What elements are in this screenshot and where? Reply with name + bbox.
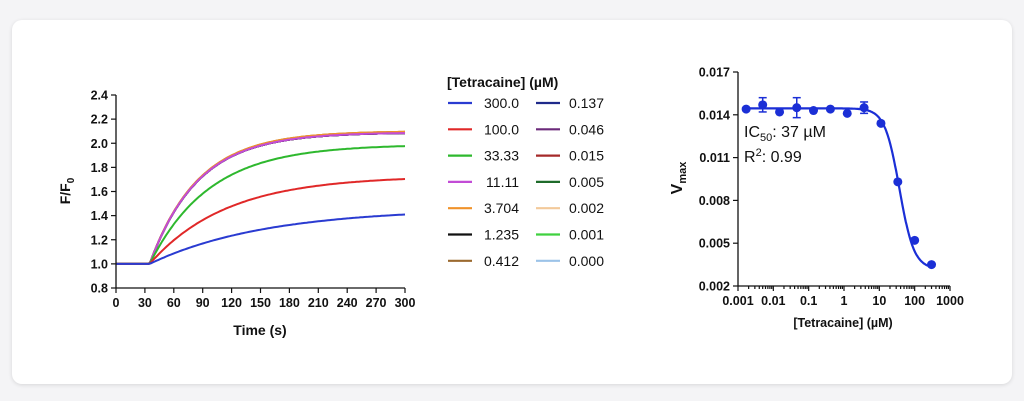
legend-label: 33.33 [484, 148, 519, 164]
series-line-33.33 [116, 145, 406, 265]
x-ticks-2: 0.001 0.01 0.1 1 10 100 1000 [722, 286, 964, 308]
y-tick-label-2: 0.017 [699, 66, 730, 80]
x-ticks: 0 30 60 90 120 150 180 210 240 270 300 [113, 288, 416, 310]
legend-label: 0.412 [484, 253, 519, 269]
legend-label: 3.704 [484, 200, 519, 216]
legend-label: 100.0 [484, 121, 519, 137]
x-tick-label: 90 [196, 296, 210, 310]
x-axis-title: Time (s) [233, 322, 286, 338]
data-points [741, 96, 937, 270]
y-tick-label: 1.8 [91, 161, 108, 175]
y-tick-label-2: 0.005 [699, 237, 730, 251]
data-point [758, 100, 768, 110]
y-tick-label-2: 0.008 [699, 194, 730, 208]
series-line-0.002 [116, 130, 406, 265]
data-point [825, 104, 835, 114]
y-axis-title-2: Vmax [669, 161, 689, 195]
legend-label: 0.001 [569, 227, 604, 243]
x-tick-label: 60 [167, 296, 181, 310]
legend-label: 300.0 [484, 95, 519, 111]
y-tick-label: 2.4 [91, 89, 108, 103]
data-point [927, 260, 937, 270]
y-tick-label-2: 0.011 [699, 151, 730, 165]
series-line-11.11 [116, 132, 405, 265]
data-point [859, 103, 869, 113]
time-course-chart: 0 30 60 90 120 150 180 210 240 270 300 0.8 1.0 1.2 1.… [57, 89, 415, 339]
y-tick-label: 1.4 [91, 209, 108, 223]
legend-label: 0.000 [569, 253, 604, 269]
x-tick-label: 0 [113, 296, 120, 310]
x-tick-label: 180 [279, 296, 300, 310]
legend-title: [Tetracaine] (µM) [447, 74, 558, 90]
y-axis-title: F/F0 [57, 177, 77, 204]
data-point [741, 104, 751, 114]
x-tick-label-2: 1 [841, 294, 848, 308]
series-line-0.412 [116, 130, 406, 265]
svg-text:F/F0: F/F0 [57, 177, 77, 204]
data-point [808, 106, 818, 116]
svg-text:Vmax: Vmax [669, 161, 689, 195]
x-tick-label: 210 [308, 296, 329, 310]
y-tick-label: 2.0 [91, 137, 108, 151]
y-tick-label-2: 0.002 [699, 280, 730, 294]
x-tick-label-2: 0.01 [761, 294, 785, 308]
x-tick-label-2: 1000 [936, 294, 964, 308]
y-tick-label-2: 0.014 [699, 108, 730, 122]
figure-card [12, 20, 1012, 384]
x-tick-label: 240 [337, 296, 358, 310]
x-tick-label: 300 [395, 296, 416, 310]
data-point [876, 118, 886, 128]
x-tick-label-2: 10 [872, 294, 886, 308]
legend-label: 0.015 [569, 148, 604, 164]
ic50-annotation: IC50: 37 µM [744, 124, 826, 144]
legend-label: 11.11 [486, 174, 519, 190]
legend-label: 0.046 [569, 121, 604, 137]
x-tick-label-2: 0.001 [722, 294, 753, 308]
series-line-100.0 [116, 178, 406, 265]
time-course-lines [116, 130, 406, 265]
x-axis-title-2: [Tetracaine] (µM) [793, 316, 892, 330]
data-point [775, 107, 785, 117]
y-ticks-2: 0.002 0.005 0.008 0.011 0.014 0.017 [699, 66, 738, 294]
y-tick-label: 1.0 [91, 257, 108, 271]
data-point [792, 103, 802, 113]
x-tick-label: 270 [366, 296, 387, 310]
x-tick-label-2: 100 [904, 294, 925, 308]
data-point [842, 108, 852, 118]
y-ticks: 0.8 1.0 1.2 1.4 1.6 1.8 2.0 2.2 2.4 [91, 89, 116, 296]
x-tick-label: 120 [221, 296, 242, 310]
y-tick-label: 2.2 [91, 113, 108, 127]
series-line-3.704 [116, 130, 406, 265]
r2-annotation: R2: 0.99 [744, 147, 802, 166]
legend-label: 1.235 [484, 227, 519, 243]
dose-response-chart: 0.001 0.01 0.1 1 10 100 1000 0.0020.0050.0080.… [669, 66, 964, 331]
data-point [893, 177, 903, 187]
x-tick-label-2: 0.1 [800, 294, 817, 308]
legend-label: 0.002 [569, 200, 604, 216]
legend: [Tetracaine] (µM) 300.0 100.0 33.33 11.11 3.… [447, 74, 604, 269]
y-tick-label: 1.6 [91, 185, 108, 199]
x-tick-label: 150 [250, 296, 271, 310]
series-line-300.0 [116, 213, 406, 265]
x-tick-label: 30 [138, 296, 152, 310]
legend-label: 0.005 [569, 174, 604, 190]
data-point [910, 235, 920, 245]
legend-label: 0.137 [569, 95, 604, 111]
y-tick-label: 0.8 [91, 282, 108, 296]
y-tick-label: 1.2 [91, 233, 108, 247]
